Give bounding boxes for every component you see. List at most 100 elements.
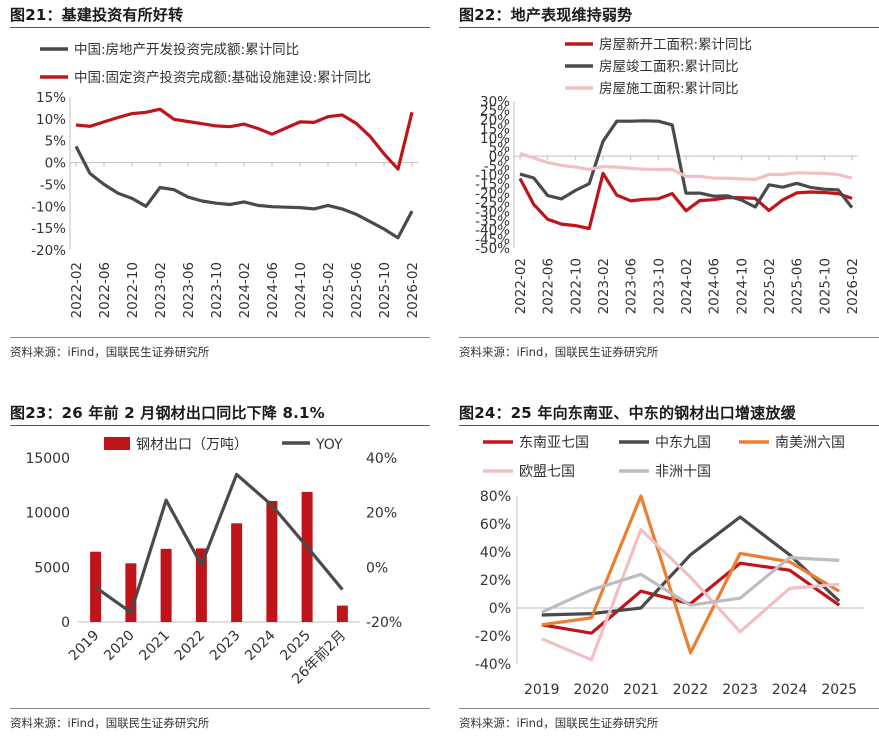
x-tick-label: 2023-06: [624, 258, 640, 314]
y-tick-label: -20%: [475, 186, 510, 202]
x-tick-label: 2026-02: [845, 258, 861, 314]
legend-label: 欧盟七国: [519, 464, 575, 480]
legend-label: 非洲十国: [655, 464, 711, 480]
y-tick-label: 0%: [45, 156, 67, 172]
chart-title: 图24：25 年向东南亚、中东的钢材出口增速放缓: [459, 404, 796, 422]
chart-svg: 050001000015000-20%0%20%40%2019202020212…: [25, 437, 402, 687]
y-tick-label: 0%: [489, 601, 511, 617]
x-tick-label: 2022-02: [513, 258, 529, 314]
x-tick-label: 2023-10: [651, 258, 667, 314]
y-tick-label: 25%: [480, 103, 510, 119]
x-tick-label: 2025-06: [349, 262, 365, 318]
title-divider: [10, 425, 430, 426]
source-note: 资料来源：iFind，国联民生证券研究所: [459, 345, 659, 359]
y-tick-label-right: 40%: [366, 451, 397, 467]
x-tick-label: 2022: [172, 628, 209, 665]
legend-label: 钢材出口（万吨）: [136, 437, 248, 453]
bar: [160, 548, 172, 622]
series-line: [518, 171, 853, 231]
y-tick-label: -10%: [31, 199, 66, 215]
y-tick-label: 5%: [45, 134, 67, 150]
chart-panel-2: 图22：地产表现维持弱势 30% 25% 20% 15% 10% 5% 0% -5% -10% -…: [449, 0, 879, 370]
series-line: [541, 528, 840, 662]
x-tick-label: 2019: [66, 628, 103, 665]
bar: [231, 523, 243, 622]
legend-label: 房屋施工面积:累计同比: [599, 81, 739, 97]
y-tick-label: -5%: [484, 158, 510, 174]
chart-panel-1: 图21：基建投资有所好转 15% 10% 5% 0% -5% -10% -15% -20% 20…: [0, 0, 430, 370]
bar: [266, 500, 278, 622]
x-tick-label: 2025-10: [817, 258, 833, 314]
y-tick-label-right: 20%: [366, 506, 397, 522]
x-tick-label: 2023-10: [209, 262, 225, 318]
y-tick-label: -5%: [40, 177, 66, 193]
x-tick-label: 2024-10: [293, 262, 309, 318]
y-tick-label: 10%: [36, 112, 66, 128]
legend-label: 南美洲六国: [775, 435, 845, 451]
legend-label: YOY: [315, 437, 343, 453]
chart-panel-4: 图24：25 年向东南亚、中东的钢材出口增速放缓 80% 60% 40% 20% 0% -…: [449, 398, 879, 738]
x-tick-label: 2023-06: [181, 262, 197, 318]
x-tick-label: 2024-06: [707, 258, 723, 314]
chart-title: 图23：26 年前 2 月钢材出口同比下降 8.1%: [10, 404, 325, 422]
x-tick-label: 2024: [772, 682, 808, 698]
x-tick-label: 2022: [673, 682, 709, 698]
source-divider: [459, 708, 879, 709]
y-tick-label: -25%: [475, 195, 510, 211]
x-tick-label: 2020: [101, 628, 138, 665]
y-tick-label: 20%: [480, 112, 510, 128]
series-line: [74, 145, 414, 240]
x-tick-label: 2024-02: [679, 258, 695, 314]
y-tick-label: 30%: [480, 94, 510, 110]
y-tick-label-right: -20%: [366, 615, 402, 631]
x-tick-label: 2024-10: [734, 258, 750, 314]
x-tick-label: 2025-02: [762, 258, 778, 314]
legend-label: 房屋竣工面积:累计同比: [599, 59, 739, 75]
x-tick-label: 2021: [136, 628, 173, 665]
x-tick-label: 2026-02: [405, 262, 421, 318]
chart-svg: 15% 10% 5% 0% -5% -10% -15% -20%2022-02 2022-06 2…: [31, 42, 421, 318]
x-tick-label: 2025-10: [377, 262, 393, 318]
series-line: [75, 107, 414, 171]
x-tick-label: 2019: [524, 682, 560, 698]
y-tick-label: -15%: [475, 177, 510, 193]
series-line: [519, 119, 854, 209]
x-tick-label: 2025: [821, 682, 857, 698]
y-tick-label: 10%: [480, 131, 510, 147]
title-divider: [459, 425, 879, 426]
x-tick-label: 2021: [623, 682, 659, 698]
chart-svg: 30%25%20%15%10%5%0%-5%-10%-15%-20%-25%-3…: [475, 37, 861, 314]
source-note: 资料来源：iFind，国联民生证券研究所: [459, 716, 659, 730]
y-tick-label: 15%: [480, 122, 510, 138]
y-tick-label: 0%: [489, 149, 511, 165]
series-line: [541, 561, 841, 635]
x-tick-label: 2024-02: [237, 262, 253, 318]
x-tick-label: 2023: [207, 628, 244, 665]
x-tick-label: 2022-06: [541, 258, 557, 314]
x-tick-label: 2024-06: [265, 262, 281, 318]
bar: [125, 563, 137, 622]
x-tick-label: 2023: [722, 682, 758, 698]
y-tick-label: 20%: [480, 573, 511, 589]
y-tick-label: 80%: [480, 489, 511, 505]
bar: [301, 491, 313, 622]
bar: [195, 548, 207, 622]
source-divider: [10, 708, 430, 709]
source-divider: [459, 337, 879, 338]
legend-label: 中国:房地产开发投资完成额:累计同比: [74, 42, 299, 58]
y-tick-label-left: 15000: [25, 451, 70, 467]
y-tick-label: 60%: [480, 517, 511, 533]
y-tick-label-left: 10000: [25, 506, 70, 522]
x-tick-label: 2022-10: [568, 258, 584, 314]
y-tick-label: -35%: [475, 213, 510, 229]
y-tick-label: -40%: [475, 223, 510, 239]
title-divider: [10, 27, 430, 28]
legend-label: 中东九国: [655, 435, 711, 451]
legend-label: 东南亚七国: [519, 435, 589, 451]
y-tick-label: 15%: [36, 90, 66, 106]
y-tick-label-left: 5000: [34, 560, 70, 576]
y-tick-label-left: 0: [61, 615, 70, 631]
title-divider: [459, 27, 879, 28]
chart-panel-3: 图23：26 年前 2 月钢材出口同比下降 8.1% 0 5000 10000 150…: [0, 398, 430, 738]
bar: [90, 551, 102, 622]
